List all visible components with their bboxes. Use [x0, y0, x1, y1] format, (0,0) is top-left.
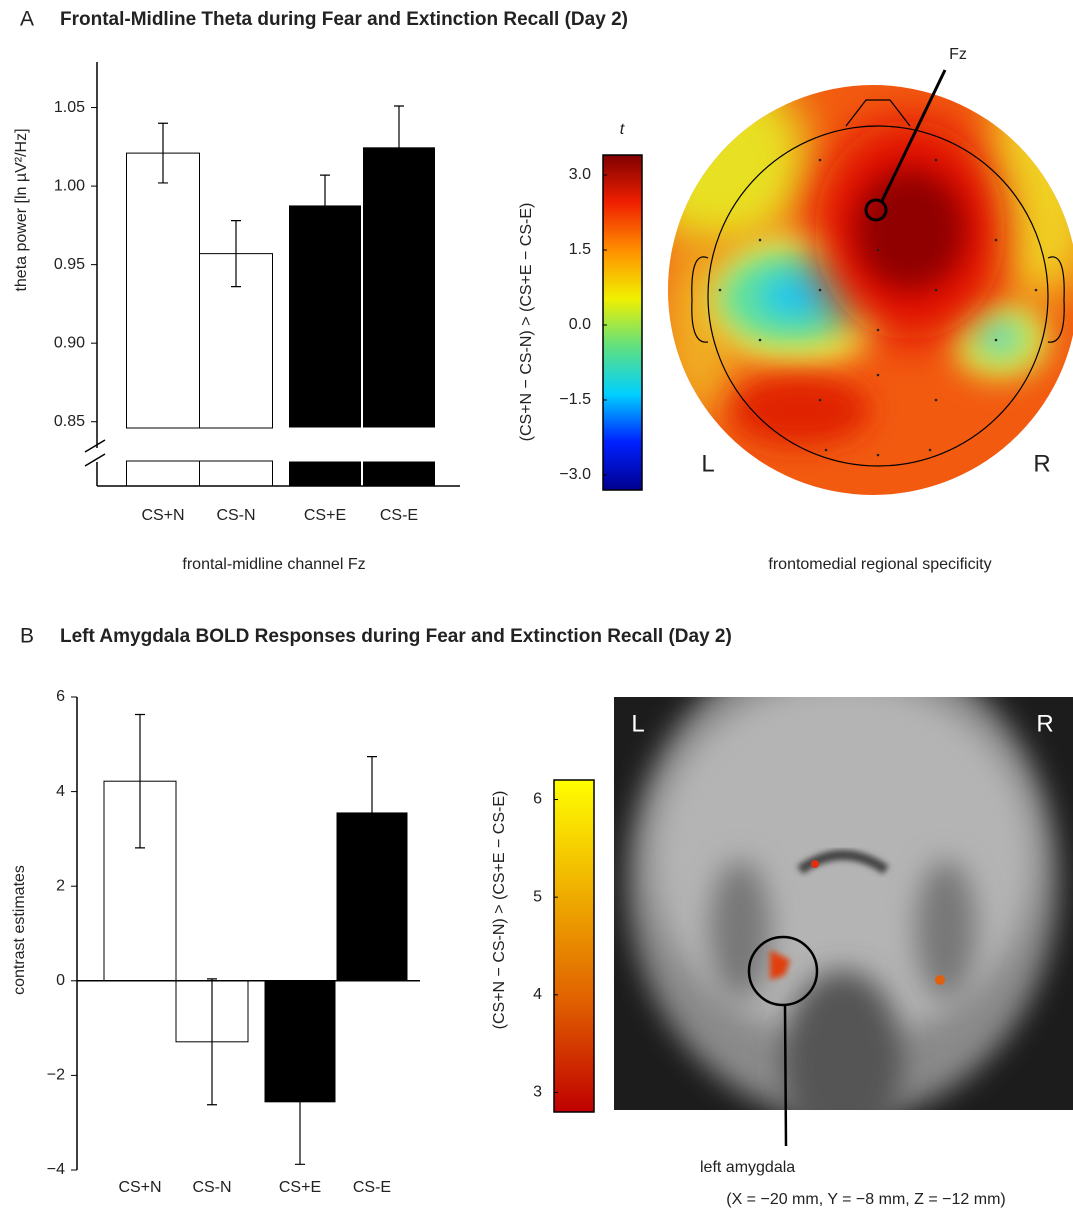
colorbar — [603, 155, 642, 490]
y-tick-label: 0.95 — [54, 256, 85, 273]
axis-break-stub — [289, 461, 362, 486]
left-label: L — [631, 710, 644, 737]
chart-title: Left Amygdala BOLD Responses during Fear… — [60, 626, 732, 647]
amygdala-pointer — [785, 1005, 786, 1146]
x-tick-label: CS-N — [192, 1179, 231, 1196]
y-tick-label: 1.05 — [54, 99, 85, 116]
y-tick-label: −4 — [47, 1161, 65, 1178]
y-axis-label: theta power [ln µV²/Hz] — [13, 128, 30, 291]
figure: Fz L R frontomedial regional specificity… — [0, 0, 1073, 1212]
y-tick-label: 0.85 — [54, 413, 85, 430]
x-tick-label: CS-E — [353, 1179, 391, 1196]
axis-break-stub — [200, 461, 273, 486]
colorbar-tick-label: −1.5 — [559, 391, 591, 408]
colorbar — [554, 780, 594, 1112]
axis-break — [85, 440, 105, 466]
bar — [363, 147, 436, 428]
bar — [127, 153, 200, 428]
x-tick-label: CS-N — [216, 507, 255, 524]
topomap — [630, 70, 1073, 510]
panel-label: A — [20, 8, 34, 31]
chart-title: Frontal-Midline Theta during Fear and Ex… — [60, 9, 628, 30]
x-tick-label: CS+E — [304, 507, 346, 524]
panel-label: B — [20, 625, 34, 648]
y-tick-label: 6 — [56, 688, 65, 705]
colorbar-tick-label: 3 — [533, 1084, 542, 1101]
bar — [289, 205, 362, 428]
electrode-label: Fz — [949, 46, 967, 63]
colorbar-label: (CS+N − CS-N) > (CS+E − CS-E) — [491, 791, 508, 1030]
y-tick-label: 0 — [56, 972, 65, 989]
axis-break-stub — [127, 461, 200, 486]
page: {"chart_data": [ {"type": "bar", "panel"… — [0, 0, 1073, 1212]
axis-break-stub — [363, 461, 436, 486]
y-tick-label: 0.90 — [54, 334, 85, 351]
colorbar-tick-label: −3.0 — [559, 466, 591, 483]
y-axis-label: contrast estimates — [11, 865, 28, 995]
y-tick-label: 1.00 — [54, 177, 85, 194]
colorbar-title: t — [620, 121, 625, 138]
topomap-caption: frontomedial regional specificity — [768, 556, 991, 573]
x-tick-label: CS+N — [118, 1179, 161, 1196]
colorbar-tick-label: 4 — [533, 986, 542, 1003]
left-label: L — [701, 450, 714, 477]
x-tick-label: CS+N — [141, 507, 184, 524]
y-tick-label: 2 — [56, 877, 65, 894]
x-axis-label: frontal-midline channel Fz — [182, 556, 365, 573]
y-tick-label: 4 — [56, 783, 65, 800]
region-label: left amygdala — [700, 1159, 795, 1176]
colorbar-tick-label: 5 — [533, 888, 542, 905]
colorbar-tick-label: 0.0 — [569, 316, 591, 333]
colorbar-tick-label: 1.5 — [569, 241, 591, 258]
x-tick-label: CS+E — [279, 1179, 321, 1196]
y-tick-label: −2 — [47, 1067, 65, 1084]
brain-image — [614, 640, 1073, 1150]
right-label: R — [1036, 710, 1053, 737]
x-tick-label: CS-E — [380, 507, 418, 524]
right-label: R — [1033, 450, 1050, 477]
colorbar-tick-label: 3.0 — [569, 166, 591, 183]
colorbar-label: (CS+N − CS-N) > (CS+E − CS-E) — [518, 203, 535, 442]
colorbar-tick-label: 6 — [533, 791, 542, 808]
coordinates: (X = −20 mm, Y = −8 mm, Z = −12 mm) — [726, 1191, 1006, 1208]
